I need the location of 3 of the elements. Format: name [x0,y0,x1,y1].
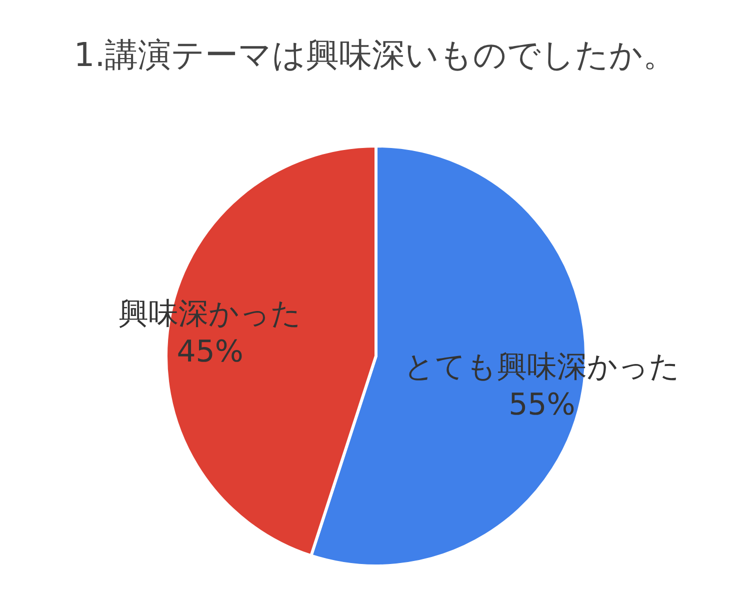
chart-title: 1.講演テーマは興味深いものでしたか。 [74,35,676,74]
data-label: 55% [508,387,576,422]
data-label: 45% [176,334,244,370]
